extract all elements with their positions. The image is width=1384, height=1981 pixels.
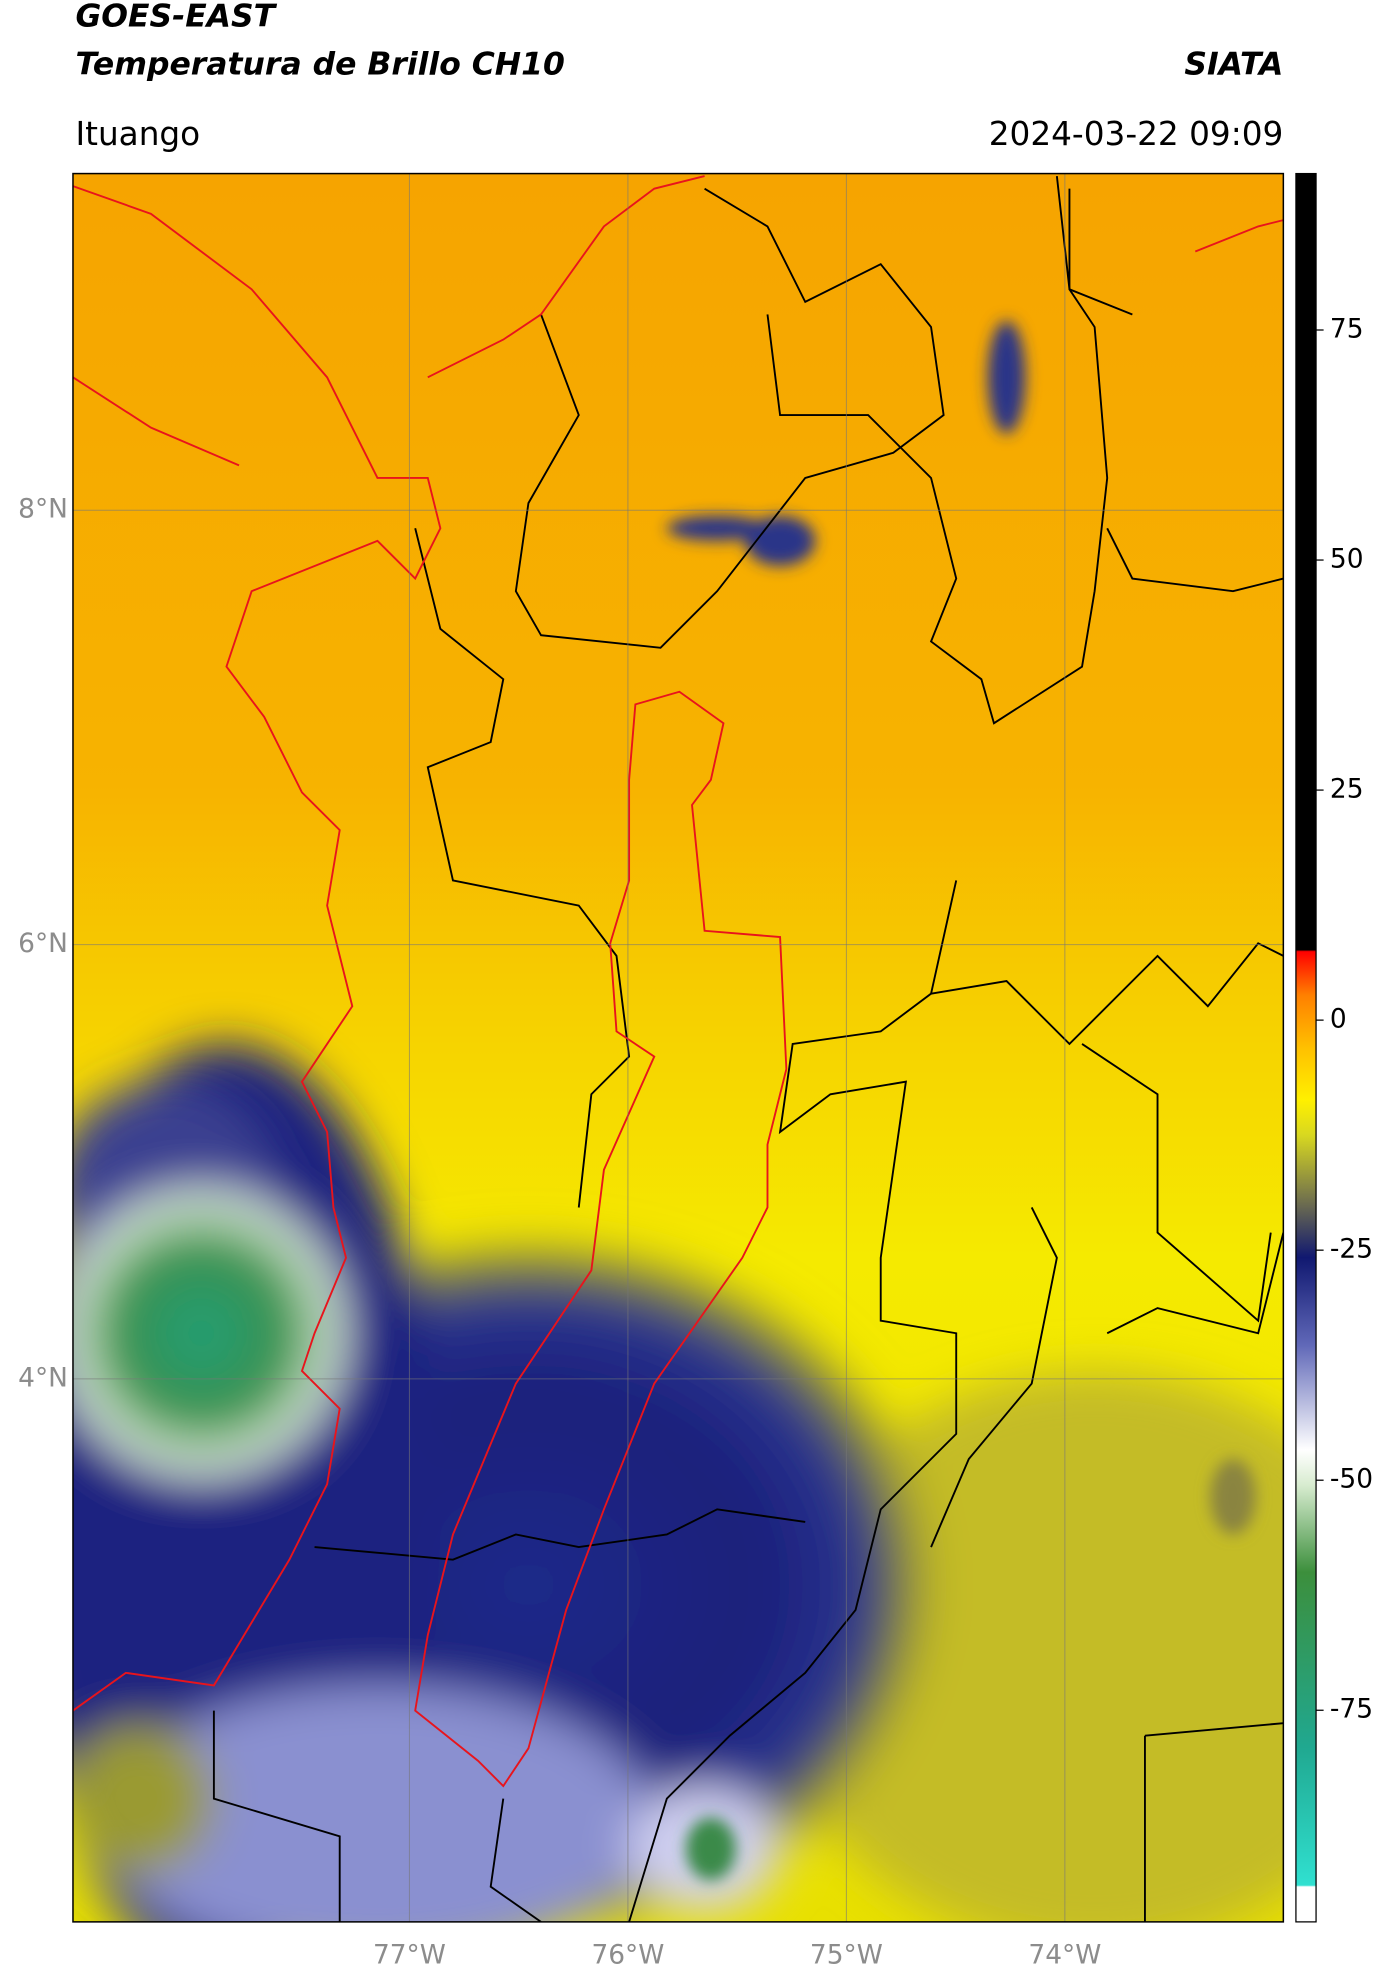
lon-tick-label: 77°W [373,1939,446,1970]
title: GOES-EAST [75,0,277,35]
region: Ituango [75,115,200,153]
lon-tick-label: 74°W [1028,1939,1101,1970]
lat-tick-label: 8°N [18,494,68,525]
lat-tick-label: 4°N [18,1362,68,1393]
subtitle: Temperatura de Brillo CH10 [75,46,564,82]
colorbar-tick-label: -25 [1330,1234,1373,1265]
lat-tick-label: 6°N [18,928,68,959]
satellite-image [72,173,1284,1922]
lon-tick-label: 76°W [591,1939,664,1970]
colorbar-tick-label: 0 [1330,1004,1347,1035]
colorbar-tick-label: 75 [1330,314,1364,345]
map-frame [72,172,1285,1923]
colorbar-tick-label: 50 [1330,544,1364,575]
lon-tick-label: 75°W [810,1939,883,1970]
colorbar [1295,172,1317,1923]
colorbar-tick-label: -50 [1330,1464,1373,1495]
datetime: 2024-03-22 09:09 [989,115,1284,153]
colorbar-tick-label: -75 [1330,1694,1373,1725]
colorbar-tick-label: 25 [1330,774,1364,805]
source: SIATA [1184,46,1283,82]
